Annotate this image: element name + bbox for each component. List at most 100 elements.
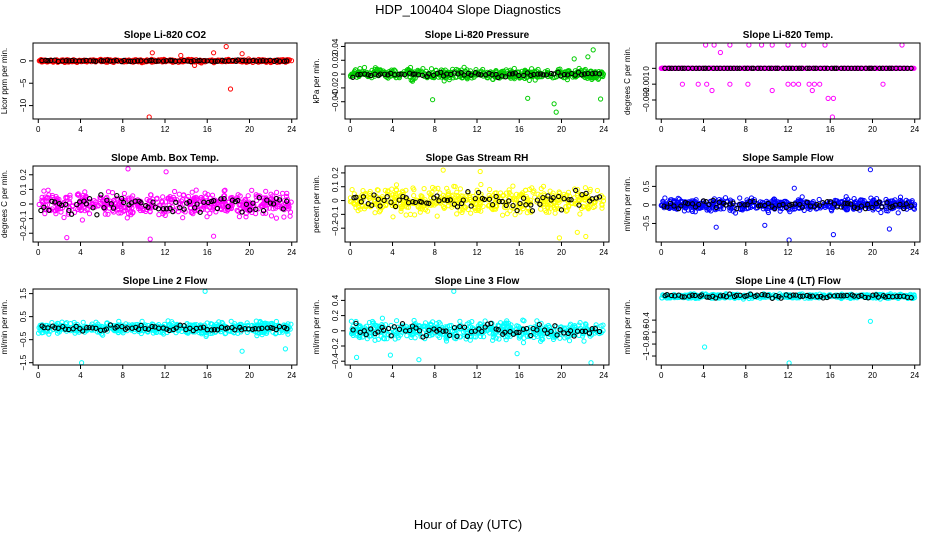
overlay-point (461, 324, 468, 330)
overlay-point (780, 65, 786, 71)
data-point (348, 318, 354, 324)
data-point (255, 206, 261, 212)
overlay-point (472, 328, 478, 334)
outlier-point (163, 169, 169, 175)
x-tick-label: 12 (161, 371, 170, 380)
overlay-point (772, 65, 779, 71)
overlay-point (388, 333, 394, 339)
x-tick-label: 12 (473, 125, 482, 134)
overlay-point (666, 65, 672, 71)
x-tick-label: 16 (203, 371, 212, 380)
overlay-point (516, 329, 522, 336)
outlier-point (786, 237, 792, 242)
data-point (693, 197, 699, 203)
overlay-point (225, 203, 231, 210)
overlay-point (766, 65, 772, 71)
overlay-point (239, 209, 245, 215)
data-point (385, 188, 391, 194)
x-tick-label: 20 (245, 371, 254, 380)
data-point (410, 185, 416, 191)
overlay-point (509, 71, 516, 77)
data-point (128, 195, 134, 201)
overlay-point (903, 201, 909, 207)
overlay-point (451, 324, 458, 331)
data-point (390, 214, 396, 220)
overlay-point (693, 65, 699, 71)
overlay-point (253, 58, 260, 64)
overlay-point (528, 72, 534, 79)
overlay-point (689, 65, 696, 71)
data-point (75, 206, 81, 213)
overlay-point (270, 201, 277, 207)
data-point (525, 197, 531, 203)
y-axis-label: ml/min per min. (0, 300, 9, 355)
data-point (861, 198, 867, 204)
overlay-point (510, 202, 516, 209)
data-point (411, 331, 417, 337)
data-point (828, 206, 834, 213)
data-point (581, 204, 588, 210)
overlay-point (208, 327, 215, 333)
overlay-point (219, 57, 225, 63)
overlay-point (396, 71, 402, 77)
x-tick-label: 24 (910, 248, 919, 257)
overlay-point (734, 205, 740, 212)
outlier-point (886, 226, 893, 232)
overlay-point (145, 326, 152, 332)
overlay-point (447, 332, 453, 339)
data-point (372, 210, 378, 216)
overlay-point (534, 327, 540, 333)
data-point (504, 318, 510, 324)
data-point (394, 318, 400, 324)
y-tick-label: −0.02 (331, 77, 340, 98)
x-tick-label: 0 (659, 125, 664, 134)
outlier-point (430, 97, 436, 103)
data-point (472, 206, 478, 212)
overlay-point (814, 201, 820, 208)
overlay-point (62, 326, 68, 332)
x-tick-label: 0 (348, 125, 353, 134)
overlay-point (475, 189, 482, 196)
overlay-point (447, 197, 453, 203)
data-point (466, 320, 472, 326)
data-point (270, 206, 276, 212)
overlay-point (391, 324, 397, 330)
overlay-point (551, 71, 557, 77)
outlier-point (354, 354, 360, 360)
overlay-point (841, 65, 848, 71)
data-point (732, 210, 739, 216)
overlay-point (700, 198, 707, 204)
data-point (382, 187, 388, 193)
overlay-point (353, 320, 359, 327)
panel-title: Slope Sample Flow (742, 153, 833, 164)
data-point (207, 210, 213, 216)
data-point (95, 202, 101, 208)
data-point (546, 324, 553, 330)
overlay-point (796, 65, 803, 71)
y-tick-label: 0.2 (331, 167, 340, 179)
data-point (117, 203, 123, 209)
x-tick-label: 24 (599, 248, 608, 257)
overlay-point (402, 71, 408, 78)
data-point (350, 330, 356, 336)
data-point (349, 187, 355, 193)
overlay-point (552, 323, 558, 329)
overlay-point (264, 325, 271, 331)
overlay-point (86, 196, 93, 202)
outlier-point (239, 51, 245, 57)
data-point (443, 336, 449, 342)
data-point (430, 198, 436, 204)
overlay-point (512, 70, 518, 76)
x-tick-label: 12 (473, 248, 482, 257)
data-point (490, 331, 496, 337)
data-point (172, 188, 178, 195)
overlay-point (721, 65, 727, 71)
overlay-point (259, 325, 265, 331)
data-point (140, 205, 146, 212)
overlay-point (908, 203, 914, 209)
overlay-point (520, 195, 527, 201)
overlay-point (780, 201, 786, 208)
data-point (177, 201, 183, 207)
